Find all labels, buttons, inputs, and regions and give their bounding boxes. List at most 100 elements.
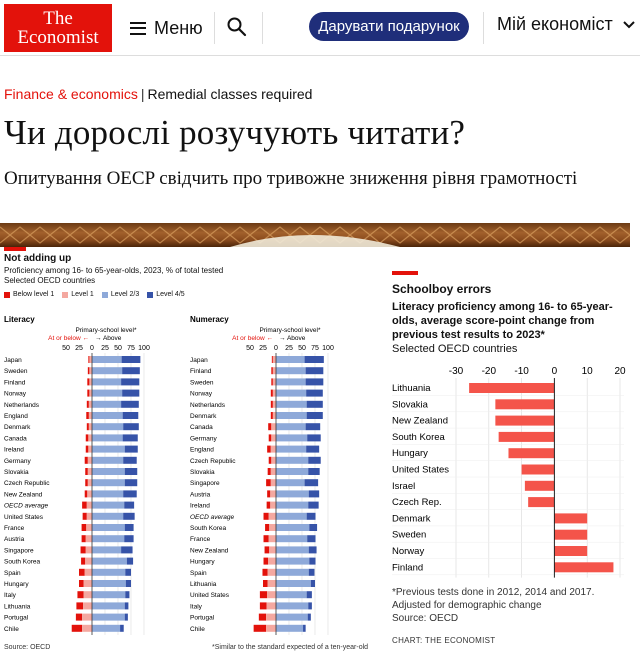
category-label: Sweden [392,530,426,541]
bar-level1 [272,412,276,419]
site-header: The Economist Меню Дарувати подарунок Мі… [0,0,640,56]
category-label: South Korea [190,525,227,532]
category-label: Chile [190,626,205,633]
category-label: Portugal [4,615,29,622]
category-label: Denmark [190,413,217,420]
bar-level23 [92,468,125,475]
category-label: France [190,536,211,543]
bar-below-level1 [253,624,267,632]
bar-below-level1 [76,602,84,610]
category-label: Czech Republic [4,480,50,487]
bar-level45 [303,624,306,632]
legend-swatch [101,291,108,298]
panel-title: Literacy [4,315,35,324]
bar-level45 [306,445,320,453]
bar-below-level1 [85,479,88,487]
bar-below-level1 [271,356,273,363]
bar-level45 [305,378,324,386]
bar-level1 [270,468,276,475]
bar-level1 [272,356,276,363]
bar-below-level1 [85,434,89,442]
bar-below-level1 [267,445,271,453]
category-label: Chile [4,626,19,633]
bar-level1 [84,568,92,576]
bar-below-level1 [81,524,87,531]
literacy-chart: Literacy Primary-school level*At or below… [4,315,150,635]
bar-below-level1 [271,378,273,386]
bar-level45 [308,602,312,610]
category-label: OECD average [190,514,234,521]
bar-level23 [92,378,122,386]
bar-below-level1 [79,568,85,576]
legend-item: Level 2/3 [101,291,139,298]
bar-level23 [92,602,125,610]
category-label: Austria [4,536,25,543]
bar-level1 [270,445,276,453]
bar [508,448,555,459]
bar-level45 [126,557,134,565]
bar-level1 [88,400,92,408]
bar-level45 [124,479,138,487]
search-icon[interactable] [226,16,248,38]
bar-level23 [92,512,124,520]
bar-below-level1 [84,490,88,498]
bar-level1 [89,367,92,375]
bar-level45 [124,535,134,543]
legend-label: Level 1 [71,291,94,298]
at-or-below-label: At or below ← [48,335,89,342]
bar-level1 [82,624,92,632]
bar-below-level1 [87,378,90,386]
category-label: United States [190,592,230,599]
category-label: Italy [4,592,17,599]
section-link[interactable]: Finance & economics [4,86,138,102]
bar-level45 [125,591,130,599]
legend-item: Level 4/5 [147,291,185,298]
bar-level1 [83,580,92,587]
menu-button[interactable]: Меню [130,14,203,42]
axis-tick-label: 50 [246,345,254,352]
bar-level45 [122,434,138,442]
right-chart-title: Schoolboy errors [392,282,492,296]
bar-level45 [308,490,320,498]
category-label: Sweden [190,379,214,386]
gift-subscription-button[interactable]: Дарувати подарунок [309,12,469,41]
bar-below-level1 [266,501,271,509]
bar-level45 [304,479,319,487]
numeracy-chart: Numeracy Primary-school level*At or below… [190,315,334,635]
bar-level45 [305,423,321,431]
bar-level23 [276,400,307,408]
bar-below-level1 [270,400,273,408]
axis-tick-label: 100 [138,345,150,352]
category-label: Lithuania [190,581,217,588]
left-chart-legend: Below level 1 Level 1 Level 2/3 Level 4/… [4,291,185,298]
bar-below-level1 [81,535,86,543]
bar-level23 [276,557,310,565]
bar-level45 [125,568,131,576]
bar-level23 [92,580,126,587]
bar-below-level1 [77,591,84,599]
bar-level23 [276,412,307,419]
bar-level45 [125,580,131,587]
bar-level45 [122,367,140,375]
logo-line2: Economist [17,27,99,48]
bar-below-level1 [85,468,88,475]
at-or-below-label: At or below ← [232,335,273,342]
category-label: Finland [392,562,423,573]
my-economist-dropdown[interactable]: Мій економіст [497,14,635,35]
bar-below-level1 [84,456,88,464]
bar-level1 [89,378,92,386]
bar-level1 [85,535,92,543]
category-label: Denmark [4,424,31,431]
axis-tick-label: -10 [514,366,529,377]
bar-level23 [276,423,306,431]
bar-level23 [92,456,124,464]
chart-red-tag [4,247,26,251]
axis-tick-label: 25 [75,345,83,352]
hamburger-icon [130,21,146,35]
category-label: Norway [4,391,27,398]
economist-logo[interactable]: The Economist [4,4,112,52]
bar-level23 [92,501,125,509]
bar-level1 [271,434,276,442]
legend-item: Level 1 [62,291,94,298]
bar-level1 [270,490,276,498]
